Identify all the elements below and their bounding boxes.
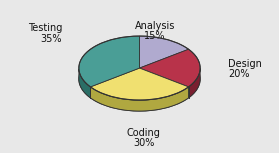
Text: Coding: Coding — [127, 128, 161, 138]
Polygon shape — [90, 87, 189, 111]
Polygon shape — [140, 36, 189, 68]
Polygon shape — [189, 68, 200, 98]
Polygon shape — [140, 49, 200, 87]
Text: 15%: 15% — [144, 31, 165, 41]
Text: 30%: 30% — [133, 138, 154, 148]
Text: 35%: 35% — [40, 34, 62, 44]
Text: 20%: 20% — [228, 69, 249, 79]
Polygon shape — [79, 36, 140, 87]
Polygon shape — [90, 68, 189, 100]
Text: Analysis: Analysis — [134, 21, 175, 31]
Polygon shape — [79, 69, 90, 98]
Text: Testing: Testing — [28, 24, 62, 34]
Ellipse shape — [79, 47, 200, 111]
Text: Design: Design — [228, 59, 262, 69]
